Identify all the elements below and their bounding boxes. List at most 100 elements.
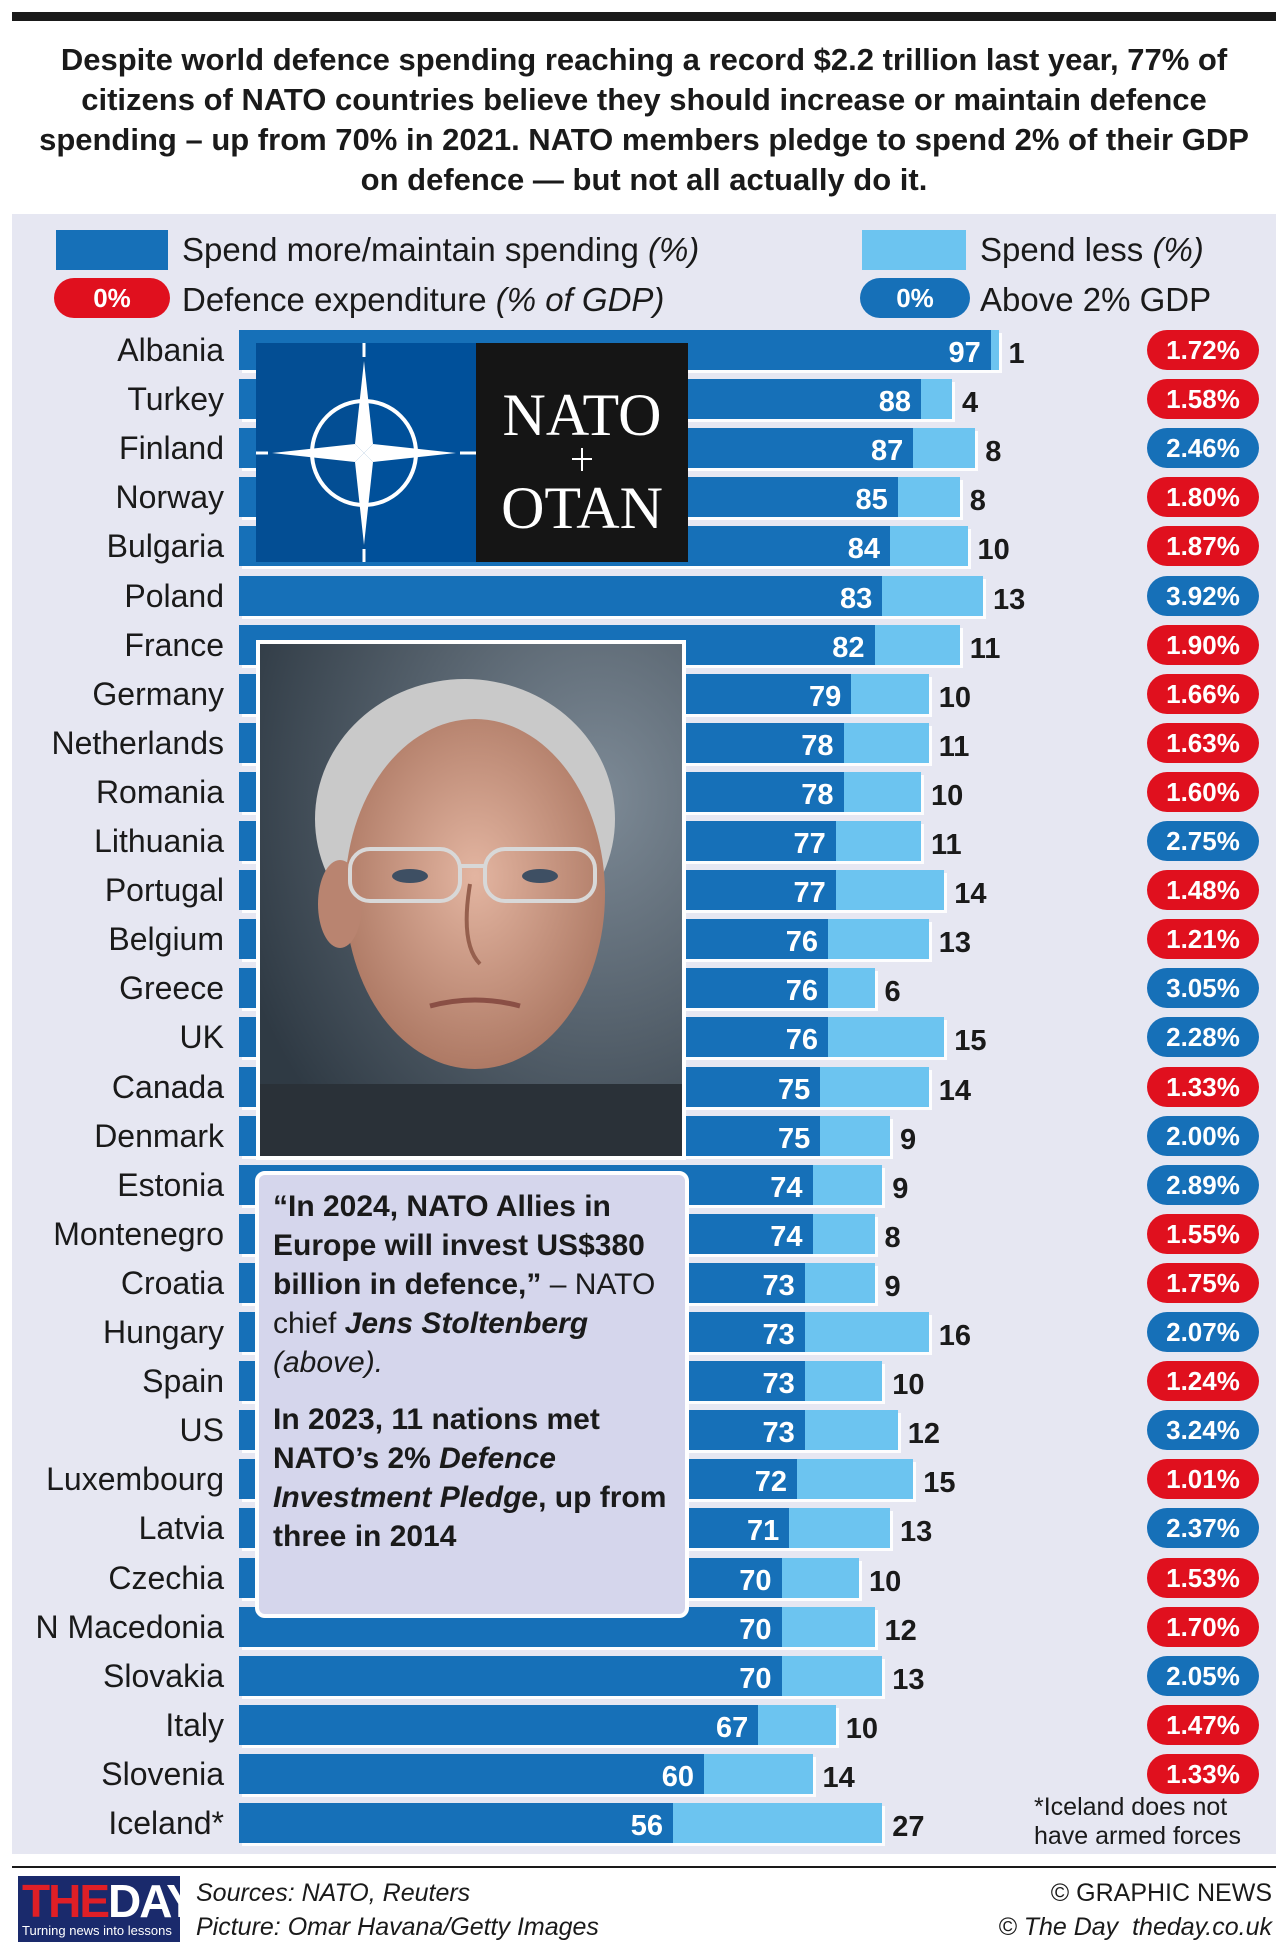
bar-spend-less bbox=[804, 1361, 883, 1401]
gdp-badge: 1.47% bbox=[1147, 1705, 1259, 1745]
nato-logo: NATO OTAN bbox=[256, 343, 688, 562]
gdp-badge: 1.80% bbox=[1147, 477, 1259, 517]
spend-less-value: 8 bbox=[985, 436, 1002, 468]
spend-more-value: 78 bbox=[801, 779, 834, 811]
bar-spend-less bbox=[704, 1754, 813, 1794]
spend-more-value: 76 bbox=[785, 926, 818, 958]
spend-more-value: 70 bbox=[739, 1614, 772, 1646]
spend-less-value: 15 bbox=[954, 1025, 987, 1057]
spend-less-value: 13 bbox=[892, 1664, 925, 1696]
spend-more-value: 67 bbox=[715, 1712, 749, 1744]
bar-spend-less bbox=[897, 477, 960, 517]
spend-more-value: 77 bbox=[793, 877, 826, 909]
spend-less-value: 15 bbox=[923, 1467, 956, 1499]
country-label: Germany bbox=[92, 676, 224, 712]
country-label: Portugal bbox=[104, 872, 224, 908]
country-label: Albania bbox=[117, 332, 224, 368]
the-day-credit: © The Day theday.co.uk bbox=[998, 1913, 1272, 1941]
spend-more-value: 85 bbox=[855, 484, 888, 516]
iceland-note: *Iceland does not have armed forces bbox=[1034, 1793, 1242, 1850]
bar-spend-less bbox=[874, 625, 960, 665]
bar-spend-less bbox=[828, 968, 875, 1008]
country-label: US bbox=[179, 1412, 224, 1448]
graphic-news-credit: © GRAPHIC NEWS bbox=[1050, 1879, 1272, 1907]
legend-less-label: Spend less (%) bbox=[980, 231, 1204, 268]
stoltenberg-photo bbox=[256, 640, 686, 1160]
bar-spend-less bbox=[820, 1067, 929, 1107]
bar-spend-less bbox=[781, 1656, 883, 1696]
spend-less-value: 10 bbox=[869, 1566, 902, 1598]
country-label: Denmark bbox=[94, 1118, 224, 1154]
spend-less-value: 11 bbox=[969, 633, 1001, 665]
spend-less-value: 11 bbox=[938, 731, 970, 763]
country-label: Montenegro bbox=[53, 1216, 224, 1252]
bar-spend-more bbox=[239, 576, 883, 616]
spend-less-value: 27 bbox=[892, 1811, 925, 1843]
bar-spend-less bbox=[828, 1017, 945, 1057]
legend-more-swatch bbox=[56, 230, 168, 270]
bar-spend-less bbox=[835, 821, 921, 861]
spend-more-value: 97 bbox=[948, 337, 981, 369]
gdp-badge: 1.63% bbox=[1147, 723, 1259, 763]
country-label: Norway bbox=[115, 479, 224, 515]
spend-less-value: 14 bbox=[954, 878, 987, 910]
spend-less-value: 13 bbox=[900, 1516, 933, 1548]
bar-spend-less bbox=[990, 330, 999, 370]
country-label: Lithuania bbox=[94, 823, 224, 859]
bar-spend-less bbox=[843, 723, 929, 763]
spend-more-value: 73 bbox=[762, 1368, 795, 1400]
bar-spend-less bbox=[820, 1116, 890, 1156]
spend-more-value: 74 bbox=[770, 1221, 803, 1253]
spend-more-value: 70 bbox=[739, 1565, 772, 1597]
spend-more-value: 74 bbox=[770, 1172, 803, 1204]
gdp-badge: 1.70% bbox=[1147, 1607, 1259, 1647]
country-label: Canada bbox=[111, 1069, 224, 1105]
spend-more-value: 82 bbox=[832, 632, 865, 664]
spend-less-value: 16 bbox=[938, 1320, 972, 1352]
spend-more-value: 87 bbox=[870, 435, 904, 467]
gdp-badge: 2.37% bbox=[1147, 1508, 1259, 1548]
spend-less-value: 14 bbox=[938, 1075, 972, 1107]
spend-less-value: 6 bbox=[884, 976, 901, 1008]
bar-spend-less bbox=[812, 1165, 883, 1205]
gdp-badge: 1.01% bbox=[1147, 1459, 1259, 1499]
gdp-badge: 1.24% bbox=[1147, 1361, 1259, 1401]
gdp-badge: 3.24% bbox=[1147, 1410, 1259, 1450]
country-label: N Macedonia bbox=[35, 1609, 224, 1645]
footer-rule bbox=[12, 1866, 1276, 1868]
country-label: France bbox=[124, 627, 224, 663]
bar-spend-more bbox=[239, 1656, 782, 1696]
gdp-badge: 1.53% bbox=[1147, 1558, 1259, 1598]
spend-more-value: 84 bbox=[847, 533, 880, 565]
spend-less-value: 9 bbox=[900, 1124, 917, 1156]
gdp-badge: 2.46% bbox=[1147, 428, 1259, 468]
spend-less-value: 9 bbox=[892, 1173, 909, 1205]
gdp-badge: 1.58% bbox=[1147, 379, 1259, 419]
quote-box: “In 2024, NATO Allies in Europe will inv… bbox=[255, 1171, 689, 1618]
bar-spend-more bbox=[239, 1803, 673, 1843]
country-label: Estonia bbox=[117, 1167, 224, 1203]
gdp-badge: 2.28% bbox=[1147, 1017, 1259, 1057]
legend-gdp-sample: 0% bbox=[54, 278, 170, 318]
spend-less-value: 10 bbox=[931, 780, 964, 812]
gdp-badge: 2.89% bbox=[1147, 1165, 1259, 1205]
bar-spend-less bbox=[673, 1803, 883, 1843]
country-label: Iceland* bbox=[108, 1805, 224, 1841]
spend-more-value: 83 bbox=[839, 583, 873, 615]
picture-credit: Picture: Omar Havana/Getty Images bbox=[196, 1913, 599, 1941]
spend-more-value: 71 bbox=[746, 1515, 780, 1547]
gdp-badge: 1.33% bbox=[1147, 1067, 1259, 1107]
bar-spend-less bbox=[828, 919, 929, 959]
bar-spend-less bbox=[812, 1214, 875, 1254]
bar-spend-less bbox=[890, 526, 968, 566]
country-label: Italy bbox=[165, 1707, 224, 1743]
bar-spend-less bbox=[851, 674, 929, 714]
country-label: Croatia bbox=[120, 1265, 224, 1301]
bar-spend-less bbox=[804, 1312, 929, 1352]
spend-more-value: 88 bbox=[878, 386, 911, 418]
gdp-badge: 1.55% bbox=[1147, 1214, 1259, 1254]
spend-more-value: 75 bbox=[777, 1074, 811, 1106]
spend-more-value: 72 bbox=[754, 1466, 787, 1498]
bar-spend-less bbox=[781, 1558, 859, 1598]
spend-less-value: 10 bbox=[938, 682, 972, 714]
